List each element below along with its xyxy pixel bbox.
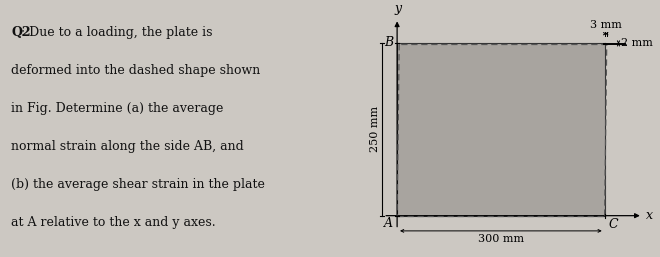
Text: normal strain along the side AB, and: normal strain along the side AB, and	[11, 140, 244, 153]
Text: x: x	[646, 209, 653, 222]
Text: 300 mm: 300 mm	[478, 234, 524, 244]
Text: deformed into the dashed shape shown: deformed into the dashed shape shown	[11, 64, 261, 77]
Text: : Due to a loading, the plate is: : Due to a loading, the plate is	[21, 26, 213, 39]
Text: 3 mm: 3 mm	[590, 20, 622, 30]
Text: C: C	[609, 218, 618, 231]
Text: Q2: Q2	[11, 26, 31, 39]
Text: 2 mm: 2 mm	[621, 38, 653, 48]
Text: (b) the average shear strain in the plate: (b) the average shear strain in the plat…	[11, 178, 265, 191]
Text: 250 mm: 250 mm	[370, 106, 379, 152]
Polygon shape	[397, 43, 605, 216]
Text: B: B	[384, 36, 393, 49]
Text: A: A	[384, 217, 393, 230]
Text: in Fig. Determine (a) the average: in Fig. Determine (a) the average	[11, 102, 224, 115]
Text: y: y	[394, 2, 401, 15]
Text: at A relative to the x and y axes.: at A relative to the x and y axes.	[11, 216, 216, 229]
